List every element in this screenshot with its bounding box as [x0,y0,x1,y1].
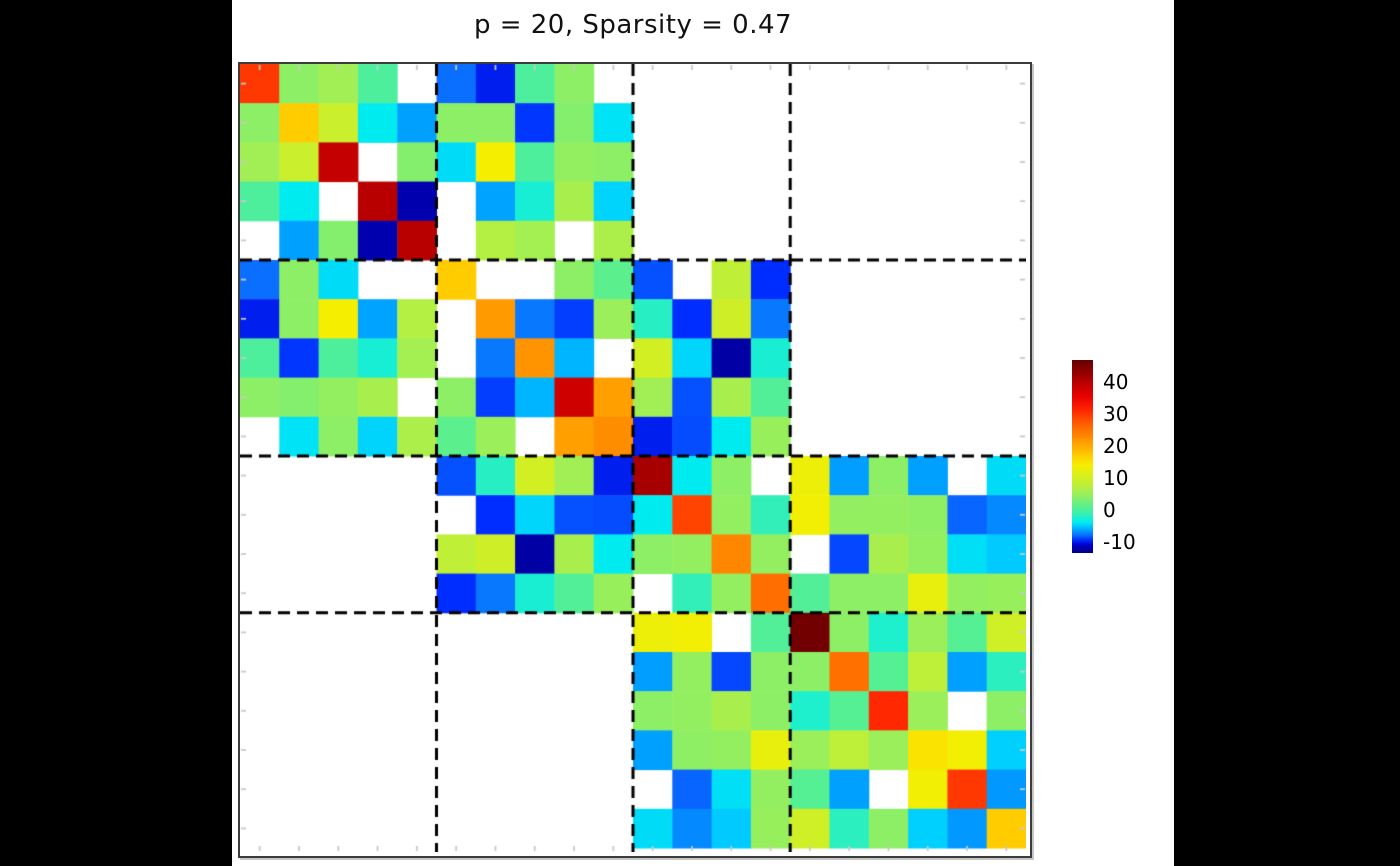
heatmap-canvas [240,64,1026,852]
right-letterbox-bar [1174,0,1400,866]
colorbar-gradient [1072,360,1093,553]
colorbar-tick-label: 20 [1103,433,1129,458]
left-letterbox-bar [0,0,232,866]
colorbar-tick-label: 30 [1103,401,1129,426]
colorbar-tick-label: -10 [1103,530,1136,555]
heatmap-axes [238,62,1032,858]
chart-title: p = 20, Sparsity = 0.47 [473,10,793,40]
colorbar-tick-label: 40 [1103,369,1129,394]
colorbar-tick-label: 10 [1103,465,1129,490]
colorbar: 40 30 20 10 0 -10 [1072,360,1182,555]
colorbar-tick-label: 0 [1103,498,1116,523]
